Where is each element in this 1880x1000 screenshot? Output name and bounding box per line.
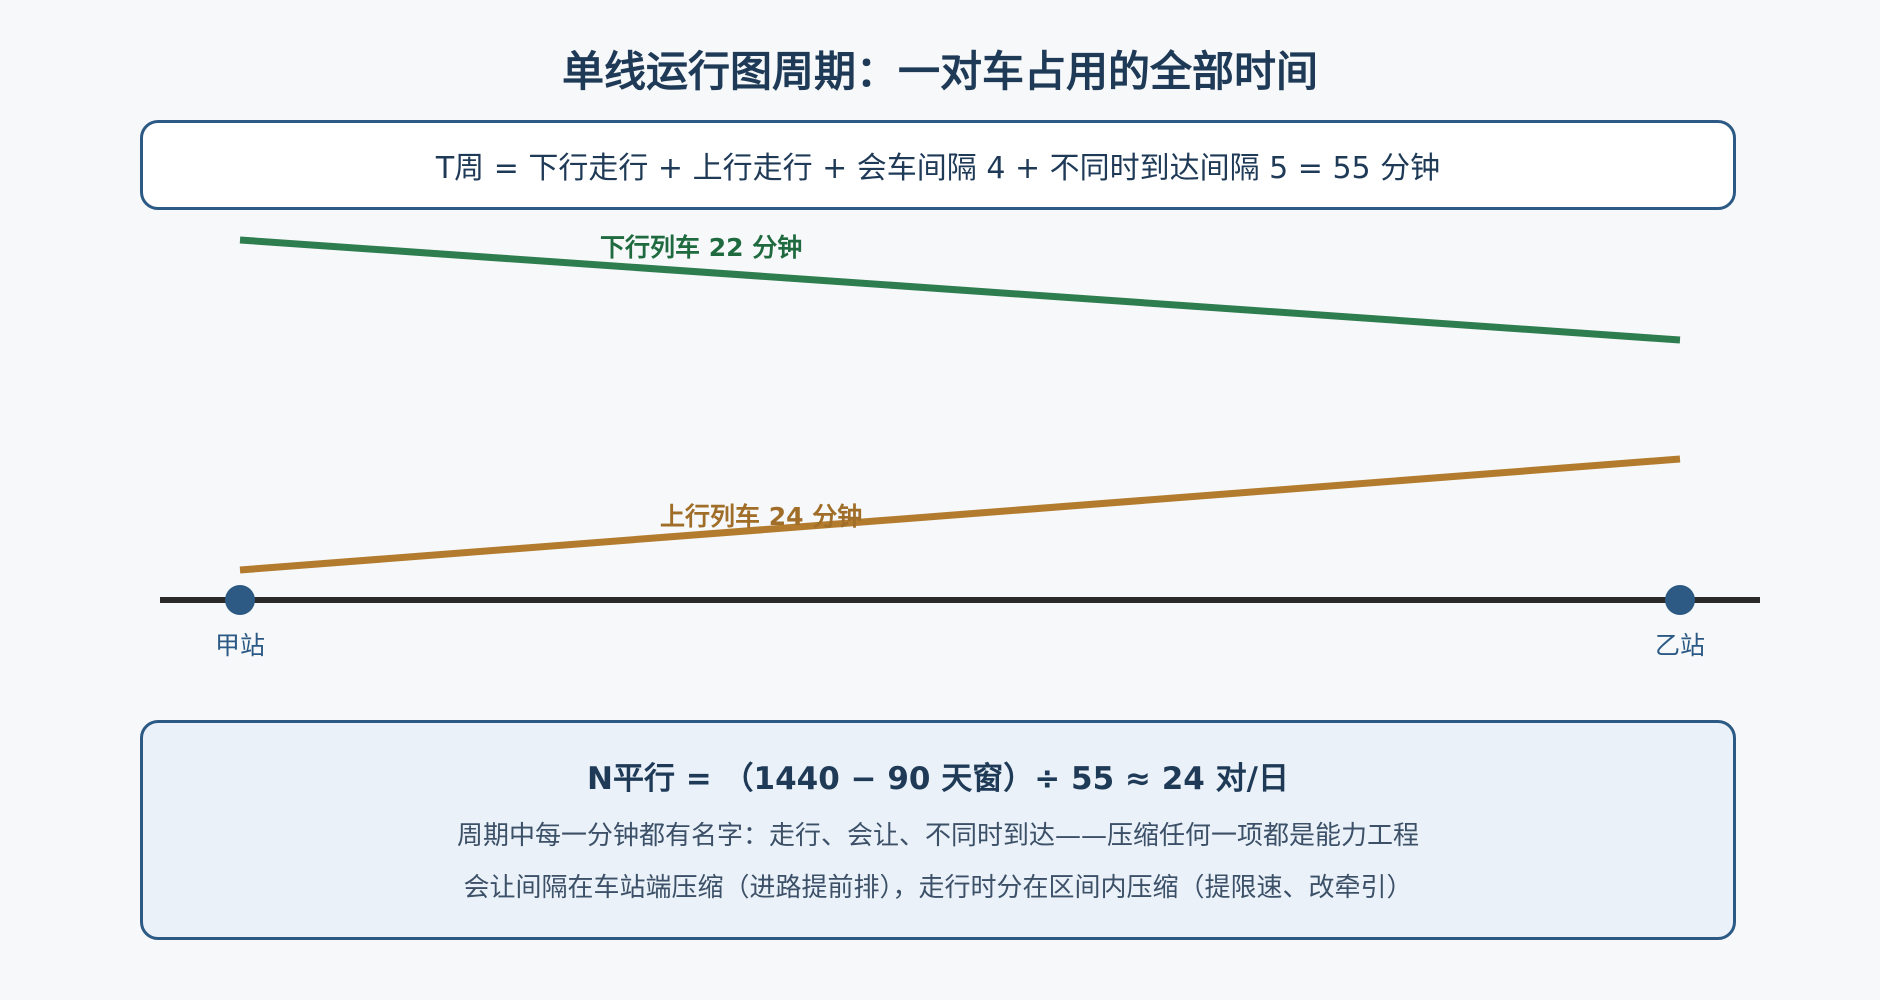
station-a-marker bbox=[225, 585, 255, 615]
cycle-formula: T周 = 下行走行 + 上行走行 + 会车间隔 4 + 不同时到达间隔 5 = … bbox=[435, 151, 1441, 186]
cycle-formula-box: T周 = 下行走行 + 上行走行 + 会车间隔 4 + 不同时到达间隔 5 = … bbox=[140, 120, 1736, 210]
down-train-line bbox=[239, 236, 1681, 344]
station-a-label: 甲站 bbox=[215, 631, 265, 660]
up-train-line bbox=[239, 455, 1681, 574]
up-train-label: 上行列车 24 分钟 bbox=[660, 502, 862, 531]
compression-note: 会让间隔在车站端压缩（进路提前排），走行时分在区间内压缩（提限速、改牵引） bbox=[463, 873, 1413, 903]
capacity-result-box: N平行 = （1440 − 90 天窗）÷ 55 ≈ 24 对/日 周期中每一分… bbox=[140, 720, 1736, 940]
station-b-label: 乙站 bbox=[1655, 631, 1705, 660]
page-title: 单线运行图周期：一对车占用的全部时间 bbox=[561, 47, 1318, 96]
down-train-label: 下行列车 22 分钟 bbox=[600, 233, 802, 262]
station-b-marker bbox=[1665, 585, 1695, 615]
capacity-formula: N平行 = （1440 − 90 天窗）÷ 55 ≈ 24 对/日 bbox=[587, 761, 1289, 797]
cycle-note: 周期中每一分钟都有名字：走行、会让、不同时到达——压缩任何一项都是能力工程 bbox=[456, 821, 1419, 851]
